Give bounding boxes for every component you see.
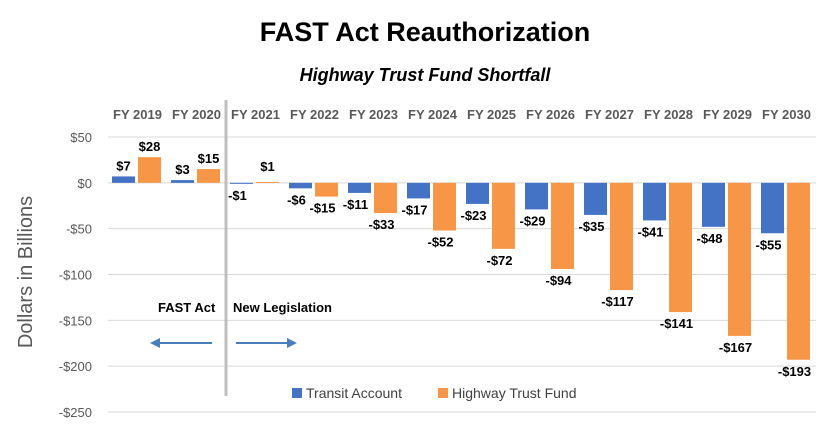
bar-transit (466, 182, 489, 204)
bar-htf (315, 182, 338, 197)
legend-swatch-htf (438, 388, 448, 398)
bar-htf (669, 182, 692, 313)
chart-subtitle: Highway Trust Fund Shortfall (300, 65, 552, 85)
x-tick-label: FY 2030 (762, 107, 811, 122)
data-label: $28 (139, 139, 161, 154)
legend-label-transit: Transit Account (306, 385, 402, 401)
data-label: -$41 (637, 224, 663, 239)
x-tick-label: FY 2028 (644, 107, 693, 122)
x-tick-label: FY 2023 (349, 107, 398, 122)
x-tick-label: FY 2022 (290, 107, 339, 122)
bar-htf (374, 182, 397, 214)
data-label: -$35 (578, 219, 604, 234)
x-tick-label: FY 2019 (113, 107, 162, 122)
bar-htf (256, 181, 279, 183)
data-label: -$11 (343, 197, 368, 212)
data-label: -$55 (755, 237, 781, 252)
x-tick-label: FY 2026 (526, 107, 575, 122)
y-axis-label: Dollars in Billions (15, 196, 37, 348)
left-arrow (150, 338, 212, 348)
bar-transit (584, 182, 607, 215)
bar-htf (551, 182, 574, 269)
data-label: -$117 (601, 294, 634, 309)
annotation-new-legislation: New Legislation (233, 300, 332, 315)
chart-title: FAST Act Reauthorization (260, 17, 591, 47)
bar-transit (230, 182, 253, 184)
bar-transit (643, 182, 666, 221)
data-label: $7 (116, 158, 130, 173)
bar-htf (433, 182, 456, 231)
bar-transit (289, 182, 312, 189)
bar-htf (492, 182, 515, 249)
x-tick-label: FY 2021 (231, 107, 280, 122)
bar-transit (525, 182, 548, 210)
data-label: -$6 (287, 192, 306, 207)
x-tick-label: FY 2025 (467, 107, 516, 122)
x-tick-label: FY 2024 (408, 107, 458, 122)
bar-htf (610, 182, 633, 291)
x-tick-label: FY 2020 (172, 107, 221, 122)
data-label: $1 (260, 159, 274, 174)
bar-transit (702, 182, 725, 227)
bar-transit (348, 182, 371, 193)
annotation-fast-act: FAST Act (158, 300, 216, 315)
bar-htf (138, 157, 161, 183)
bar-transit (112, 176, 135, 183)
data-label: -$1 (228, 188, 247, 203)
y-tick-label: -$250 (59, 405, 92, 420)
data-label: -$167 (719, 340, 752, 355)
legend-label-htf: Highway Trust Fund (452, 385, 577, 401)
legend: Transit Account Highway Trust Fund (292, 385, 577, 401)
data-label: -$94 (545, 273, 572, 288)
right-arrow (236, 338, 297, 348)
bar-transit (407, 182, 430, 199)
data-label: -$72 (486, 253, 512, 268)
data-label: -$193 (778, 364, 811, 379)
data-label: -$48 (696, 231, 722, 246)
bar-transit (171, 180, 194, 183)
y-tick-label: -$100 (59, 268, 92, 283)
y-tick-label: -$50 (66, 222, 92, 237)
data-label: $3 (175, 162, 189, 177)
bar-htf (787, 182, 810, 360)
y-tick-label: -$200 (59, 359, 92, 374)
data-label: -$15 (309, 201, 335, 216)
data-label: -$29 (519, 213, 545, 228)
data-label: -$52 (427, 235, 453, 250)
bar-htf (197, 169, 220, 183)
x-tick-label: FY 2027 (585, 107, 634, 122)
y-tick-label: $0 (78, 176, 92, 191)
data-label: -$23 (460, 208, 486, 223)
y-tick-label: $50 (70, 130, 92, 145)
bar-htf (728, 182, 751, 336)
data-label: -$141 (660, 316, 693, 331)
data-label: $15 (198, 151, 220, 166)
x-tick-label: FY 2029 (703, 107, 752, 122)
y-tick-label: -$150 (59, 313, 92, 328)
data-label: -$33 (368, 217, 394, 232)
legend-swatch-transit (292, 388, 302, 398)
data-label: -$17 (401, 202, 427, 217)
bar-transit (761, 182, 784, 234)
